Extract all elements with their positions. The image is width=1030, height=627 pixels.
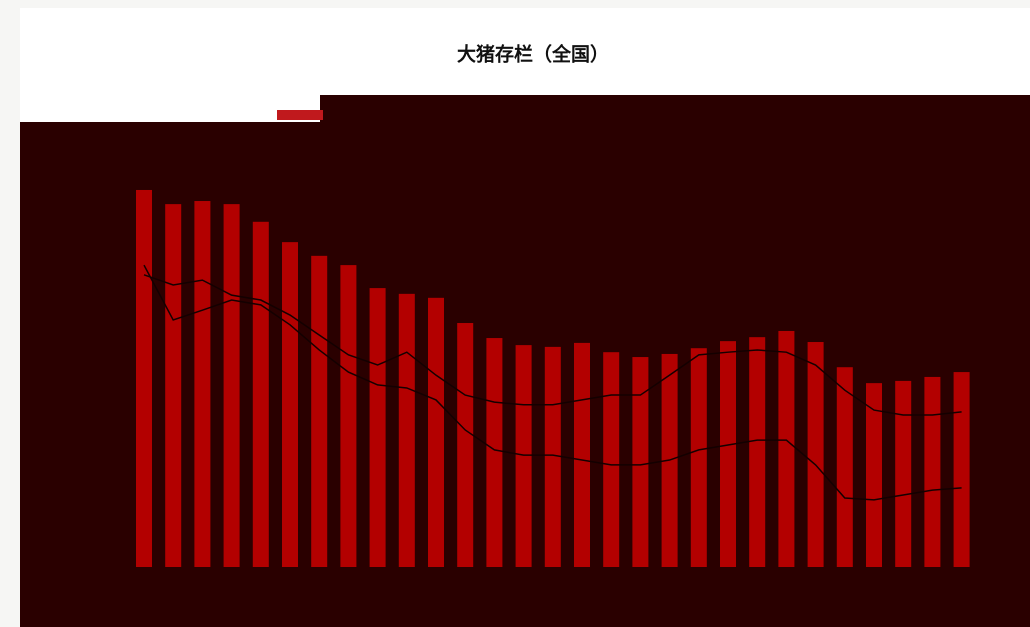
bar xyxy=(398,293,415,567)
bar xyxy=(690,348,707,567)
bar xyxy=(836,367,853,567)
legend-band xyxy=(320,95,1030,123)
line xyxy=(143,274,962,416)
bar xyxy=(194,201,211,568)
bar xyxy=(136,189,152,567)
bar xyxy=(515,345,532,567)
bar xyxy=(778,330,795,567)
bar xyxy=(953,372,970,567)
bar xyxy=(428,297,444,567)
bar xyxy=(924,376,941,567)
bar xyxy=(340,265,357,567)
bar xyxy=(223,204,240,568)
line xyxy=(143,264,962,501)
bar xyxy=(632,357,649,567)
bar xyxy=(807,342,824,567)
bar xyxy=(749,337,766,567)
bar xyxy=(895,380,912,567)
bar xyxy=(603,352,620,567)
chart-title: 大猪存栏（全国） xyxy=(457,43,609,66)
bar xyxy=(311,255,328,567)
bar xyxy=(282,242,298,567)
bar xyxy=(544,346,561,567)
bar xyxy=(252,221,269,567)
legend-swatch xyxy=(277,110,323,120)
bar xyxy=(369,288,386,567)
bar xyxy=(720,341,736,567)
bar xyxy=(866,383,882,567)
bar xyxy=(486,338,503,567)
bar xyxy=(165,204,182,568)
bar xyxy=(457,323,474,567)
bar xyxy=(574,342,590,567)
